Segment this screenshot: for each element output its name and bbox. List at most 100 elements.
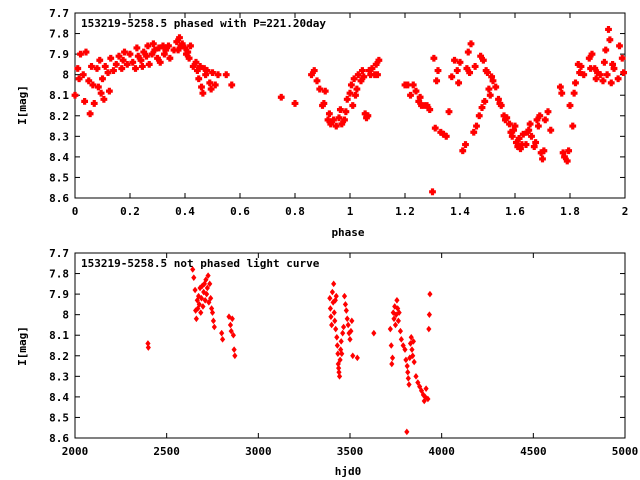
data-point — [408, 333, 414, 341]
data-point — [392, 321, 399, 329]
y-tick-label: 7.7 — [49, 7, 69, 20]
data-point — [456, 58, 464, 66]
data-point — [340, 329, 346, 337]
data-point — [333, 325, 339, 333]
data-point — [596, 71, 604, 79]
data-point — [425, 395, 431, 403]
data-point — [389, 354, 396, 362]
data-point — [90, 100, 98, 107]
data-point — [341, 323, 347, 331]
data-point — [422, 393, 428, 401]
data-point — [412, 87, 420, 95]
x-tick-label: 0 — [72, 205, 79, 218]
data-point — [488, 73, 496, 81]
data-point — [409, 81, 417, 89]
data-point — [334, 333, 340, 341]
axis-ticks: 0 0.2 0.4 0.6 0.8 1 1.2 1.4 1.6 1.8 2 7.7 7.8 7.9 8 8.1… — [49, 7, 628, 218]
x-tick-label: 4500 — [520, 445, 547, 458]
data-point — [588, 50, 596, 58]
data-point — [528, 132, 535, 140]
data-point — [205, 272, 211, 279]
data-point — [417, 383, 423, 390]
data-point — [348, 327, 354, 335]
data-point — [226, 313, 232, 321]
data-point — [389, 360, 395, 368]
axis-ticks: 2000 2500 3000 3500 4000 4500 5000 7.7 7.8 7.9 8 8.… — [49, 247, 638, 458]
data-point — [112, 60, 120, 68]
data-point — [559, 149, 567, 157]
data-point — [388, 342, 394, 349]
y-tick-label: 8.2 — [49, 110, 69, 123]
y-tick-label: 8.4 — [49, 151, 69, 164]
data-point — [620, 69, 628, 77]
data-point — [330, 116, 337, 124]
data-point — [195, 292, 202, 300]
data-point — [609, 60, 617, 68]
data-point — [407, 91, 414, 99]
data-point — [541, 116, 549, 124]
data-point — [602, 46, 610, 54]
data-point — [349, 102, 357, 109]
data-point — [143, 52, 150, 60]
data-point — [410, 352, 416, 360]
data-point — [374, 71, 381, 79]
data-points — [71, 26, 628, 196]
data-point — [349, 317, 355, 325]
data-point — [107, 54, 115, 62]
data-point — [321, 87, 329, 95]
data-point — [203, 276, 209, 284]
data-point — [207, 85, 215, 93]
data-point — [486, 91, 494, 99]
data-point — [536, 112, 544, 120]
data-point — [547, 126, 555, 134]
data-point — [202, 296, 208, 304]
data-point — [227, 321, 234, 329]
data-point — [347, 81, 355, 89]
data-point — [94, 83, 102, 91]
data-point — [77, 50, 84, 58]
data-point — [327, 305, 333, 312]
data-point — [481, 97, 489, 105]
data-point — [508, 132, 516, 140]
y-tick-label: 8.5 — [49, 171, 69, 184]
data-point — [479, 56, 487, 64]
data-point — [442, 132, 450, 140]
y-tick-label: 8.4 — [49, 391, 69, 404]
y-tick-label: 8 — [62, 69, 69, 82]
y-tick-label: 7.9 — [49, 288, 69, 301]
data-point — [426, 106, 434, 114]
data-point — [350, 75, 358, 83]
data-point — [335, 350, 341, 358]
data-point — [79, 71, 87, 79]
data-point — [371, 329, 377, 337]
data-point — [566, 102, 574, 109]
x-tick-label: 0.2 — [120, 205, 140, 218]
data-point — [165, 42, 172, 50]
data-point — [400, 342, 406, 349]
data-point — [466, 69, 474, 77]
data-point — [599, 77, 607, 85]
data-point — [313, 77, 321, 85]
data-point — [426, 325, 432, 333]
data-point — [410, 338, 417, 345]
x-tick-label: 1.2 — [395, 205, 415, 218]
y-tick-label: 8.5 — [49, 411, 69, 424]
data-point — [196, 301, 202, 308]
data-point — [556, 83, 564, 91]
data-point — [325, 110, 333, 118]
data-point — [357, 77, 365, 85]
data-point — [220, 336, 226, 343]
data-point — [336, 373, 343, 380]
data-point — [187, 42, 194, 50]
data-point — [222, 71, 230, 79]
y-axis-label: I[mag] — [16, 326, 29, 366]
data-point — [337, 356, 343, 364]
data-point — [607, 79, 615, 87]
data-point — [219, 329, 225, 337]
data-point — [85, 77, 93, 85]
data-point — [353, 85, 361, 93]
unphased-light-curve-panel: 153219-5258.5 not phased light curve hjd… — [16, 247, 638, 478]
data-point — [119, 56, 127, 64]
y-tick-label: 8.1 — [49, 329, 69, 342]
data-point — [115, 52, 123, 60]
